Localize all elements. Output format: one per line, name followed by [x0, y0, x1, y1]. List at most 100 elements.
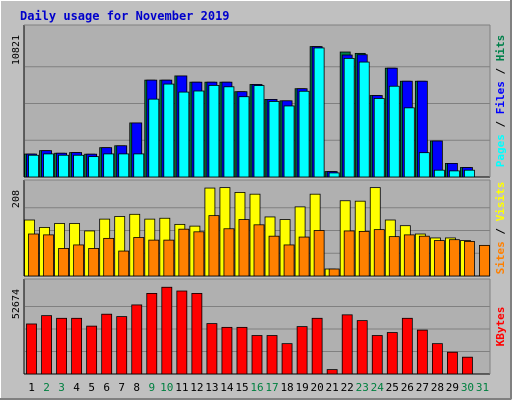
- day-label-17: 17: [265, 381, 278, 394]
- bar-pages-day-27: [418, 152, 430, 178]
- bar-pages-day-29: [449, 170, 460, 178]
- day-label-30: 30: [461, 381, 474, 394]
- day-label-10: 10: [160, 381, 173, 394]
- bar-sites-day-21: [328, 268, 340, 277]
- panel-max-label: 10821: [11, 35, 22, 65]
- bar-sites-day-16: [253, 224, 265, 277]
- chart-panels: 10821 Pages / Files / Hits 208 Sites / Visi…: [11, 24, 507, 375]
- bar-pages-day-19: [298, 90, 310, 178]
- bar-sites-day-3: [58, 248, 69, 277]
- day-label-28: 28: [431, 381, 444, 394]
- bar-pages-day-28: [433, 169, 445, 178]
- bar-kbytes-day-15: [236, 326, 248, 375]
- bar-pages-day-18: [283, 105, 295, 178]
- bar-pages-day-10: [163, 83, 175, 178]
- bar-kbytes-day-18: [281, 343, 293, 375]
- bar-kbytes-day-23: [356, 320, 368, 375]
- bar-pages-day-4: [73, 154, 85, 178]
- panel-hits-files-pages: 10821 Pages / Files / Hits: [11, 24, 507, 178]
- bar-pages-day-9: [148, 98, 160, 178]
- panel-max-label: 208: [11, 190, 22, 208]
- bar-kbytes-day-10: [161, 286, 173, 375]
- day-label-25: 25: [386, 381, 399, 394]
- bar-kbytes-day-13: [206, 323, 218, 375]
- bar-sites-day-17: [268, 235, 280, 277]
- day-label-16: 16: [250, 381, 263, 394]
- bar-kbytes-day-16: [251, 335, 263, 375]
- bar-sites-day-31: [479, 244, 490, 277]
- day-label-4: 4: [73, 381, 80, 394]
- bar-sites-day-26: [403, 234, 415, 277]
- bar-sites-day-28: [433, 240, 445, 277]
- bar-kbytes-day-17: [266, 335, 278, 375]
- bar-pages-day-13: [208, 85, 220, 178]
- day-label-12: 12: [190, 381, 203, 394]
- day-label-5: 5: [88, 381, 95, 394]
- day-label-22: 22: [341, 381, 354, 394]
- day-label-26: 26: [401, 381, 414, 394]
- legend-entry: Pages: [494, 134, 507, 167]
- bar-pages-day-26: [403, 107, 415, 178]
- legend-entry: /: [494, 61, 507, 81]
- bar-sites-day-23: [358, 230, 370, 277]
- legend-entry: Visits: [494, 182, 507, 222]
- day-label-24: 24: [371, 381, 385, 394]
- bar-kbytes-day-9: [146, 293, 158, 375]
- bar-pages-day-16: [253, 85, 265, 178]
- day-label-18: 18: [280, 381, 293, 394]
- bar-kbytes-day-11: [176, 290, 188, 375]
- day-labels: 1 2 3 4 5 6 7 8 9 10 11 12 13 14 15 16 17 18 19 20 21 22 23 24 2…: [28, 381, 489, 394]
- bar-pages-day-20: [313, 47, 325, 178]
- legend-entry: /: [494, 221, 507, 241]
- bar-pages-day-8: [133, 153, 145, 178]
- panel-max-label: 52674: [11, 289, 22, 319]
- bar-pages-day-7: [118, 153, 130, 178]
- bar-kbytes-day-22: [341, 314, 353, 375]
- bar-kbytes-day-2: [41, 315, 52, 375]
- bar-kbytes-day-5: [86, 325, 98, 375]
- bar-pages-day-6: [103, 153, 115, 178]
- legend-entry: /: [494, 114, 507, 134]
- bar-pages-day-30: [464, 169, 475, 178]
- bar-sites-day-22: [343, 230, 355, 277]
- bar-kbytes-day-25: [386, 332, 398, 375]
- bar-kbytes-day-29: [447, 351, 458, 375]
- bar-pages-day-22: [343, 58, 355, 178]
- bar-sites-day-30: [464, 241, 475, 277]
- bar-kbytes-day-27: [416, 329, 428, 375]
- bar-kbytes-day-7: [116, 316, 128, 375]
- day-label-8: 8: [133, 381, 140, 394]
- bar-pages-day-5: [88, 156, 100, 178]
- bar-sites-day-25: [388, 236, 400, 277]
- panel-legend: KBytes: [494, 307, 507, 347]
- bar-pages-day-23: [358, 61, 370, 178]
- bar-pages-day-12: [193, 90, 205, 178]
- legend-entry: Files: [494, 81, 507, 114]
- day-label-6: 6: [103, 381, 110, 394]
- bar-sites-day-14: [223, 228, 235, 277]
- day-label-27: 27: [416, 381, 429, 394]
- bar-kbytes-day-8: [131, 304, 143, 375]
- legend-entry: KBytes: [494, 307, 507, 347]
- bar-sites-day-24: [373, 229, 385, 277]
- bar-pages-day-25: [388, 85, 400, 178]
- bar-pages-day-21: [328, 172, 340, 178]
- panel-legend: Pages / Files / Hits: [494, 35, 507, 168]
- bar-pages-day-17: [268, 101, 280, 178]
- day-label-11: 11: [175, 381, 188, 394]
- bar-pages-day-3: [58, 154, 69, 178]
- bar-pages-day-14: [223, 86, 235, 178]
- day-label-2: 2: [43, 381, 50, 394]
- bar-kbytes-day-19: [296, 326, 308, 375]
- day-label-31: 31: [476, 381, 489, 394]
- bar-kbytes-day-30: [462, 356, 473, 375]
- day-label-15: 15: [235, 381, 248, 394]
- day-label-21: 21: [326, 381, 339, 394]
- bar-kbytes-day-12: [191, 293, 203, 375]
- day-label-29: 29: [446, 381, 459, 394]
- day-label-13: 13: [205, 381, 218, 394]
- panel-legend: Sites / Visits: [494, 182, 507, 275]
- legend-entry: Hits: [494, 35, 507, 62]
- bar-kbytes-day-4: [71, 317, 83, 375]
- bar-kbytes-day-1: [26, 323, 37, 375]
